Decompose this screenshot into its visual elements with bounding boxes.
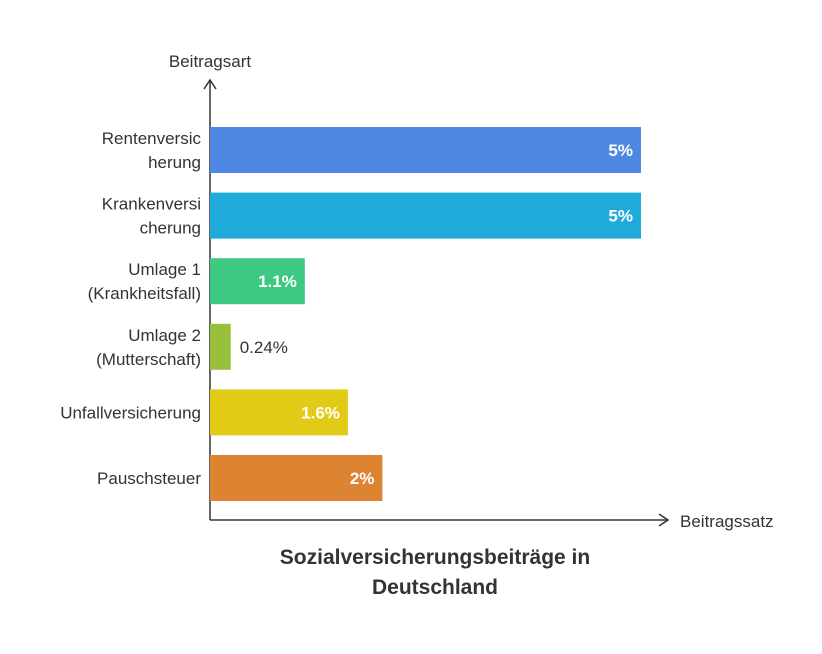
category-label-2: Krankenversi cherung (102, 195, 201, 238)
bar-value-label-1: 5% (608, 141, 633, 160)
y-axis-label: Beitragsart (169, 52, 251, 71)
category-label-6: Pauschsteuer (97, 469, 201, 488)
bar-value-label-6: 2% (350, 469, 375, 488)
bars-group: 5% Rentenversic herung 5% Krankenversi cherun… (60, 127, 641, 501)
bar-1 (210, 127, 641, 173)
bar-4 (210, 323, 231, 370)
category-label-5: Unfallversicherung (60, 403, 201, 422)
chart-title: Sozialversicherungsbeiträge in Deutschla… (279, 546, 591, 599)
bar-5 (210, 389, 348, 436)
bar-value-label-4: 0.24% (240, 338, 288, 357)
x-axis-arrow-icon (658, 513, 670, 527)
x-axis-label: Beitragssatz (680, 512, 774, 531)
category-label-3: Umlage 1 (Krankheitsfall) (88, 260, 201, 303)
bar-2 (210, 192, 641, 239)
bar-value-label-5: 1.6% (301, 403, 340, 422)
y-axis-arrow-icon (203, 78, 217, 90)
bar-value-label-2: 5% (608, 207, 633, 226)
category-label-1: Rentenversic herung (102, 129, 202, 172)
bar-6 (210, 455, 383, 501)
bar-3 (210, 258, 305, 305)
category-label-4: Umlage 2 (Mutterschaft) (96, 326, 201, 369)
bar-value-label-3: 1.1% (258, 272, 297, 291)
